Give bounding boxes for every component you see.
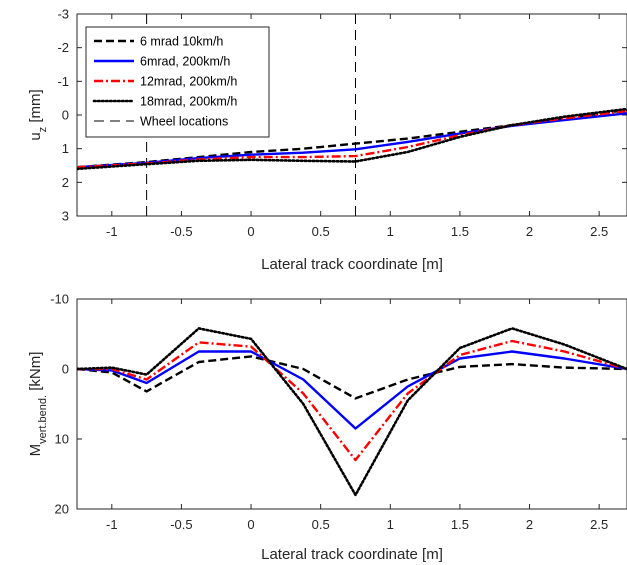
y-axis-label: uz [mm] xyxy=(27,89,49,140)
legend-label: 6 mrad 10km/h xyxy=(140,35,223,49)
y-tick-label: 2 xyxy=(62,175,69,190)
y-tick-label: 3 xyxy=(62,209,69,224)
x-tick-label: 1 xyxy=(387,517,394,532)
y-tick-label: 10 xyxy=(55,432,69,447)
y-tick-label: 0 xyxy=(62,108,69,123)
x-tick-label: 1.5 xyxy=(451,224,469,239)
y-tick-label: 0 xyxy=(62,362,69,377)
bottom-plot: -1 -0.5 0 0.5 1 1.5 2 2.5 -10 0 10 20 Lateral track … xyxy=(27,292,627,564)
legend-label: Wheel locations xyxy=(140,115,228,129)
x-tick-label: -0.5 xyxy=(170,517,192,532)
y-tick-label: 1 xyxy=(62,141,69,156)
y-tick-label: -2 xyxy=(57,40,69,55)
x-tick-label: 2 xyxy=(526,517,533,532)
y-tick-label: 20 xyxy=(55,502,69,517)
x-tick-label: 2.5 xyxy=(590,224,608,239)
x-tick-label: 2 xyxy=(526,224,533,239)
x-tick-label: 0 xyxy=(247,224,254,239)
series-line-2 xyxy=(77,341,627,460)
x-tick-label: -1 xyxy=(106,517,118,532)
y-tick-label: -3 xyxy=(57,7,69,22)
top-plot: -1 -0.5 0 0.5 1 1.5 2 2.5 -3 -2 -1 0 1 2 3 Lateral trac… xyxy=(27,7,627,274)
y-axis-label: Mvert.bend. [kNm] xyxy=(27,352,49,457)
x-tick-label: 0 xyxy=(247,517,254,532)
y-tick-label: -1 xyxy=(57,74,69,89)
x-tick-label: -0.5 xyxy=(170,224,192,239)
legend-label: 18mrad, 200km/h xyxy=(140,95,237,109)
x-tick-label: 2.5 xyxy=(590,517,608,532)
legend-label: 6mrad, 200km/h xyxy=(140,55,230,69)
x-axis-label: Lateral track coordinate [m] xyxy=(261,546,443,563)
series-line-3 xyxy=(77,328,627,495)
x-tick-label: 0.5 xyxy=(312,224,330,239)
y-tick-label: -10 xyxy=(50,292,69,307)
legend-label: 12mrad, 200km/h xyxy=(140,75,237,89)
x-tick-label: -1 xyxy=(106,224,118,239)
axes-frame xyxy=(77,299,627,509)
x-tick-label: 1 xyxy=(387,224,394,239)
x-tick-label: 1.5 xyxy=(451,517,469,532)
x-tick-label: 0.5 xyxy=(312,517,330,532)
x-axis-label: Lateral track coordinate [m] xyxy=(261,256,443,273)
